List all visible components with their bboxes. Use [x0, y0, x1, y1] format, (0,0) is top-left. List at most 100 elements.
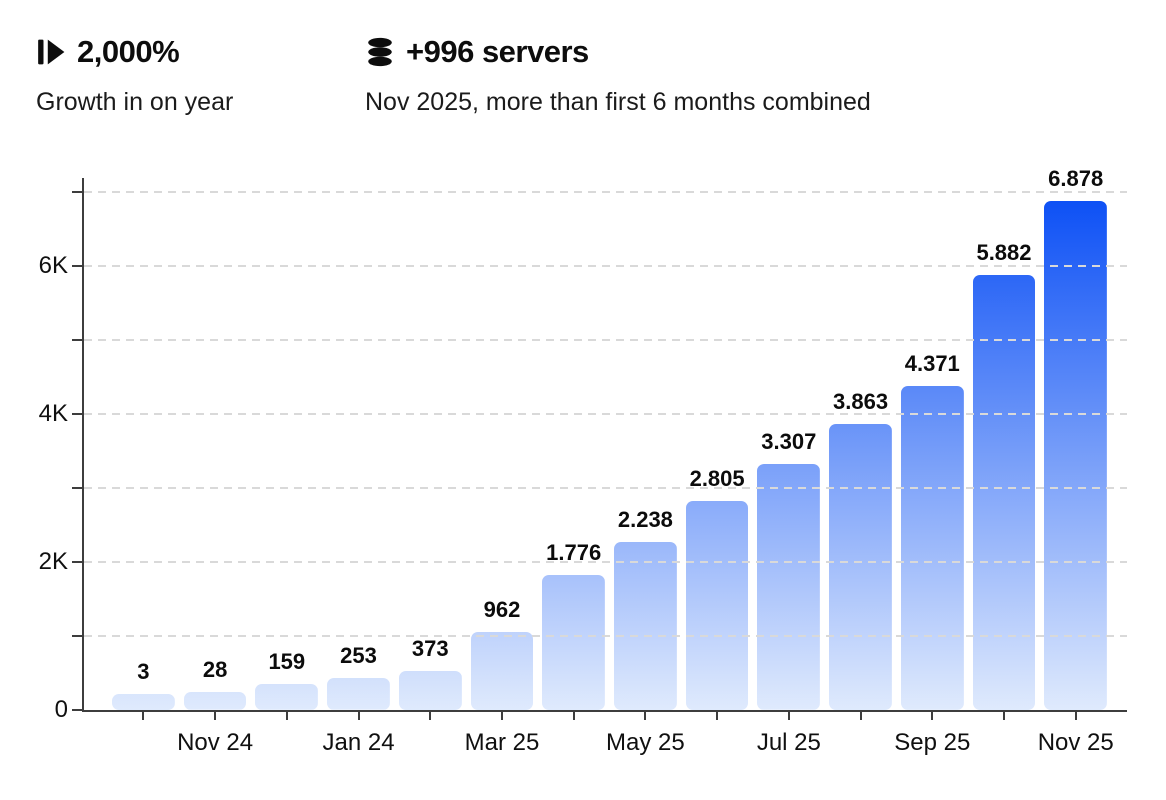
bar	[614, 541, 677, 710]
gridline-1000	[84, 635, 1127, 637]
stat-growth-value: 2,000%	[77, 34, 180, 69]
stat-growth: 2,000% Growth in on year	[36, 33, 233, 117]
bar	[255, 684, 319, 710]
bar	[112, 693, 175, 710]
gridline-2000	[84, 561, 1127, 563]
x-slot: Nov 24	[177, 710, 253, 757]
bar-value-label: 3.863	[833, 388, 889, 414]
x-tick-label: Jul 25	[756, 729, 821, 756]
x-tick	[716, 710, 719, 720]
bar-value-label: 2.238	[617, 506, 673, 532]
bar-slot: 2.238	[614, 507, 677, 710]
bar-slot: 1.776	[542, 540, 606, 710]
stat-growth-title-row: 2,000%	[36, 33, 233, 71]
y-tick-6000	[72, 265, 82, 267]
gridline-6000	[84, 265, 1127, 267]
bar-value-label: 159	[268, 649, 306, 675]
bar-value-label: 3	[137, 658, 150, 684]
x-tick-label: Nov 25	[1037, 729, 1114, 756]
bar-value-label: 4.371	[904, 351, 960, 377]
y-tick-label: 6K	[38, 252, 68, 279]
x-tick	[859, 710, 862, 720]
bar	[829, 423, 892, 710]
x-slot: Nov 25	[1038, 710, 1114, 757]
y-tick-5000	[72, 339, 82, 341]
bar	[972, 274, 1036, 710]
bar-slot: 4.371	[900, 351, 964, 710]
x-tick-label: Jan 24	[322, 729, 395, 756]
x-tick-label: May 25	[606, 729, 685, 756]
bar-slot: 253	[327, 643, 390, 710]
x-slot	[973, 710, 1036, 757]
x-slot: Jul 25	[756, 710, 821, 757]
bar-slot: 28	[183, 657, 247, 710]
y-tick-7000	[72, 191, 82, 193]
bar-slot: 962	[470, 596, 534, 710]
bar-value-label: 2.805	[689, 465, 745, 491]
x-tick	[214, 710, 217, 720]
bar-slot: 6.878	[1044, 165, 1108, 710]
x-tick	[429, 710, 432, 720]
x-tick	[644, 710, 647, 720]
y-tick-label: 2K	[38, 548, 68, 575]
bar-value-label: 5.882	[976, 239, 1032, 265]
x-tick	[1002, 710, 1005, 720]
bar	[398, 670, 462, 710]
bar-value-label: 28	[202, 657, 228, 683]
stat-servers-value: +996 servers	[406, 34, 589, 69]
bar	[470, 631, 534, 710]
gridline-4000	[84, 413, 1127, 415]
y-tick-2000	[72, 561, 82, 563]
bar-value-label: 253	[340, 643, 377, 669]
x-axis-row: Nov 24 Jan 24 Mar 25 May 25 Jul 25 Sep 25 Nov …	[84, 710, 1127, 757]
bar-slot: 3.307	[757, 429, 821, 710]
bar	[900, 386, 964, 710]
bar	[685, 500, 749, 710]
y-tick-0	[72, 709, 82, 711]
x-slot	[255, 710, 318, 757]
y-tick-4000	[72, 413, 82, 415]
bar	[327, 678, 390, 710]
bar-value-label: 6.878	[1048, 165, 1104, 191]
gridline-3000	[84, 487, 1127, 489]
x-slot: May 25	[606, 710, 685, 757]
stat-servers-caption: Nov 2025, more than first 6 months combi…	[365, 88, 871, 116]
plot-area: 3 28 159 253 373 962 1.776 2.238 2.805 3.307 3.863…	[39, 166, 1127, 756]
bar-slot: 5.882	[972, 239, 1036, 710]
gridline-7000	[84, 191, 1127, 193]
y-tick-1000	[72, 635, 82, 637]
x-slot: Jan 24	[322, 710, 395, 757]
x-tick	[931, 710, 934, 720]
bar-slot: 373	[398, 635, 462, 710]
x-tick	[142, 710, 145, 720]
x-slot	[829, 710, 892, 757]
bar-value-label: 962	[483, 596, 521, 622]
x-tick	[787, 710, 790, 720]
bar	[1044, 200, 1108, 710]
bar-slot: 3.863	[829, 388, 892, 710]
stat-servers-title-row: +996 servers	[365, 33, 871, 71]
x-slot	[399, 710, 462, 757]
x-tick	[500, 710, 503, 720]
bar	[757, 464, 821, 710]
stat-servers: +996 servers Nov 2025, more than first 6…	[365, 33, 871, 117]
stat-growth-caption: Growth in on year	[36, 88, 234, 116]
bars-row: 3 28 159 253 373 962 1.776 2.238 2.805 3.307 3.863…	[84, 166, 1127, 710]
x-tick	[285, 710, 288, 720]
x-slot: Mar 25	[465, 710, 539, 757]
x-slot: Sep 25	[894, 710, 970, 757]
x-tick	[357, 710, 360, 720]
x-tick-label: Sep 25	[894, 729, 971, 756]
bar-value-label: 3.307	[761, 429, 817, 455]
database-icon	[365, 37, 395, 67]
y-tick-3000	[72, 487, 82, 489]
x-tick	[572, 710, 575, 720]
bar	[183, 692, 247, 710]
gridline-5000	[84, 339, 1127, 341]
x-slot	[686, 710, 749, 757]
x-tick-label: Mar 25	[464, 729, 540, 756]
x-tick-label: Nov 24	[177, 729, 254, 756]
x-tick	[1074, 710, 1077, 720]
bar-value-label: 373	[411, 635, 449, 661]
bar-slot: 159	[255, 649, 319, 710]
